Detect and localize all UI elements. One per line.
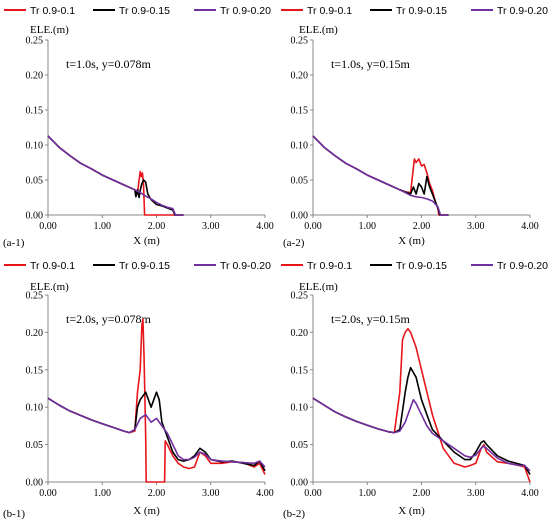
y-tick-label: 0.20 xyxy=(26,328,44,339)
y-axis-label: ELE.(m) xyxy=(299,24,338,36)
legend-entry: Tr 0.9-0.20 xyxy=(497,260,548,272)
y-tick-label: 0.05 xyxy=(291,440,309,451)
series-line-1 xyxy=(312,135,449,216)
x-axis-label: X (m) xyxy=(398,505,425,517)
legend-entry: Tr 0.9-0.15 xyxy=(119,5,170,17)
x-tick-label: 3.00 xyxy=(202,488,220,499)
y-tick-label: 0.25 xyxy=(26,291,44,302)
x-tick-label: 2.00 xyxy=(413,221,431,232)
y-tick-label: 0.00 xyxy=(291,478,309,489)
x-tick-label: 4.00 xyxy=(521,221,539,232)
y-tick-label: 0.25 xyxy=(291,291,309,302)
x-axis-label: X (m) xyxy=(398,235,425,247)
series-line-1 xyxy=(47,318,266,483)
legend-entry: Tr 0.9-0.1 xyxy=(307,260,352,272)
x-tick-label: 0.00 xyxy=(39,488,57,499)
legend-entry: Tr 0.9-0.15 xyxy=(119,260,170,272)
y-tick-label: 0.20 xyxy=(291,71,309,82)
panel-annotation: t=1.0s, y=0.078m xyxy=(66,57,152,71)
chart-panel-b2: 0.00 0.05 0.10 0.15 0.20 0.25 0.00 1.00 2.00 3.00… xyxy=(281,260,548,520)
y-tick-label: 0.25 xyxy=(26,36,44,47)
series-line-3 xyxy=(312,397,531,472)
y-tick-label: 0.00 xyxy=(26,211,44,222)
x-axis-label: X (m) xyxy=(133,235,160,247)
x-tick-label: 4.00 xyxy=(256,488,274,499)
y-axis-label: ELE.(m) xyxy=(30,281,69,293)
panel-annotation: t=2.0s, y=0.078m xyxy=(66,312,152,326)
x-axis-label: X (m) xyxy=(133,505,160,517)
y-axis-label: ELE.(m) xyxy=(299,281,338,293)
legend-entry: Tr 0.9-0.20 xyxy=(220,5,271,17)
chart-panel-b1: 0.00 0.05 0.10 0.15 0.20 0.25 0.00 1.00 2.00 3.00… xyxy=(3,260,274,520)
x-tick-label: 3.00 xyxy=(467,221,485,232)
y-tick-label: 0.10 xyxy=(26,141,44,152)
legend-entry: Tr 0.9-0.15 xyxy=(396,5,447,17)
legend-entry: Tr 0.9-0.1 xyxy=(30,5,75,17)
x-tick-label: 0.00 xyxy=(304,221,322,232)
x-tick-label: 3.00 xyxy=(467,488,485,499)
y-tick-label: 0.15 xyxy=(291,106,309,117)
x-tick-label: 0.00 xyxy=(304,488,322,499)
y-tick-label: 0.00 xyxy=(26,478,44,489)
panel-label: (a-1) xyxy=(3,237,25,249)
legend-entry: Tr 0.9-0.20 xyxy=(497,5,548,17)
y-tick-label: 0.05 xyxy=(26,176,44,187)
chart-panel-a2: 0.00 0.05 0.10 0.15 0.20 0.25 0.00 1.00 2.00 3.00… xyxy=(281,5,548,249)
y-tick-label: 0.05 xyxy=(26,440,44,451)
y-tick-label: 0.15 xyxy=(291,365,309,376)
series-line-2 xyxy=(47,391,266,472)
series-line-3 xyxy=(312,135,449,216)
x-tick-label: 2.00 xyxy=(148,221,166,232)
y-tick-label: 0.25 xyxy=(291,36,309,47)
x-tick-label: 1.00 xyxy=(359,221,377,232)
series-line-2 xyxy=(47,135,184,216)
x-tick-label: 1.00 xyxy=(94,488,112,499)
legend-entry: Tr 0.9-0.15 xyxy=(396,260,447,272)
y-tick-label: 0.15 xyxy=(26,365,44,376)
y-tick-label: 0.15 xyxy=(26,106,44,117)
y-tick-label: 0.10 xyxy=(291,141,309,152)
x-tick-label: 0.00 xyxy=(39,221,57,232)
x-tick-label: 3.00 xyxy=(202,221,220,232)
legend-entry: Tr 0.9-0.1 xyxy=(30,260,75,272)
panel-label: (b-1) xyxy=(3,508,25,520)
series-line-3 xyxy=(47,397,266,468)
chart-panel-a1: 0.00 0.05 0.10 0.15 0.20 0.25 0.00 1.00 2.00 3.00… xyxy=(3,5,274,249)
y-tick-label: 0.05 xyxy=(291,176,309,187)
panel-annotation: t=2.0s, y=0.15m xyxy=(331,312,411,326)
y-tick-label: 0.20 xyxy=(291,328,309,339)
x-tick-label: 4.00 xyxy=(521,488,539,499)
panel-label: (a-2) xyxy=(283,237,305,249)
series-line-3 xyxy=(47,135,184,216)
y-axis-label: ELE.(m) xyxy=(30,24,69,36)
legend-entry: Tr 0.9-0.20 xyxy=(220,260,271,272)
series-line-1 xyxy=(47,135,184,216)
legend-entry: Tr 0.9-0.1 xyxy=(307,5,352,17)
x-tick-label: 1.00 xyxy=(359,488,377,499)
x-tick-label: 1.00 xyxy=(94,221,112,232)
x-tick-label: 2.00 xyxy=(148,488,166,499)
y-tick-label: 0.10 xyxy=(26,403,44,414)
y-tick-label: 0.00 xyxy=(291,211,309,222)
x-tick-label: 2.00 xyxy=(413,488,431,499)
panel-label: (b-2) xyxy=(283,508,305,520)
panel-annotation: t=1.0s, y=0.15m xyxy=(331,57,411,71)
x-tick-label: 4.00 xyxy=(256,221,274,232)
y-tick-label: 0.10 xyxy=(291,403,309,414)
y-tick-label: 0.20 xyxy=(26,71,44,82)
